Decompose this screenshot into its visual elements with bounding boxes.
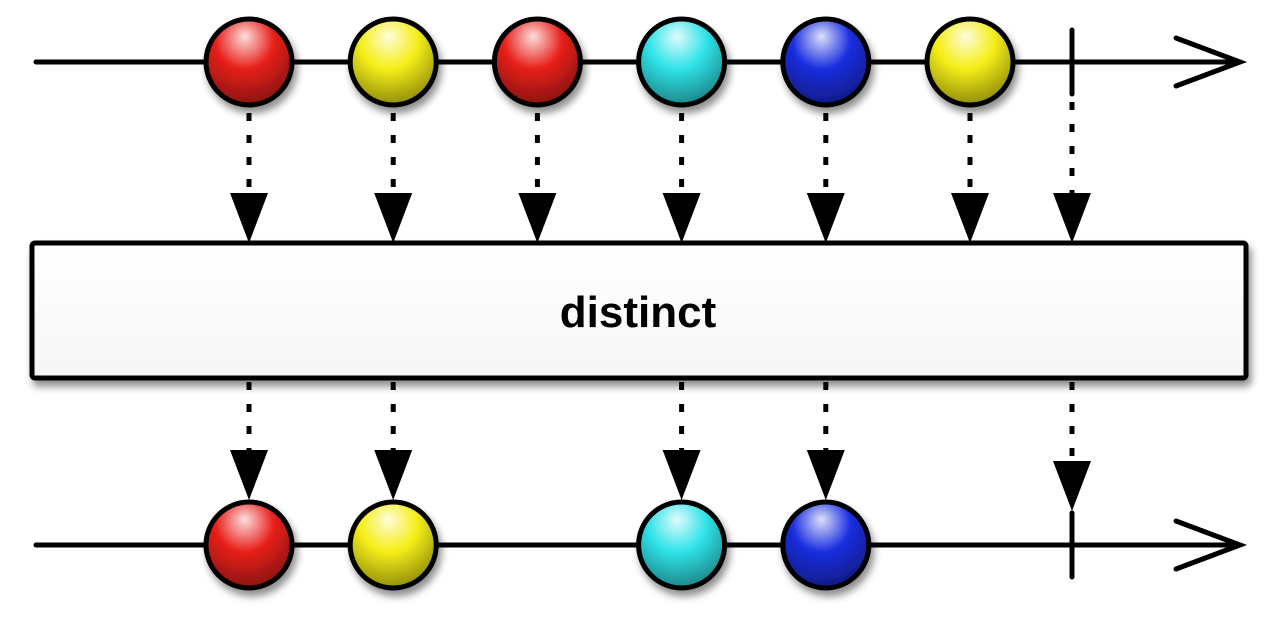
source-marble-yellow bbox=[924, 16, 1016, 108]
source-marble-red bbox=[203, 16, 295, 108]
result-marble-blue bbox=[780, 499, 872, 591]
result-timeline-arrowhead bbox=[1173, 518, 1248, 572]
output-arrow bbox=[806, 382, 845, 500]
source-marble-red bbox=[491, 16, 583, 108]
output-arrow bbox=[662, 382, 701, 500]
result-marble-red bbox=[203, 499, 295, 591]
operator-box: distinct bbox=[29, 240, 1249, 381]
source-marble-cyan bbox=[636, 16, 728, 108]
operator-label: distinct bbox=[560, 288, 717, 337]
source-marbles bbox=[203, 16, 1016, 108]
input-arrow bbox=[806, 113, 845, 243]
input-arrow bbox=[374, 113, 413, 243]
completion-output-arrow bbox=[1053, 382, 1091, 511]
output-arrow bbox=[374, 382, 413, 500]
result-marbles bbox=[203, 499, 872, 591]
result-marble-cyan bbox=[636, 499, 728, 591]
input-arrow bbox=[518, 113, 557, 243]
result-marble-yellow bbox=[347, 499, 439, 591]
source-marble-yellow bbox=[347, 16, 439, 108]
input-arrow bbox=[230, 113, 268, 243]
output-arrow bbox=[230, 382, 268, 500]
input-arrow bbox=[662, 113, 701, 243]
completion-input-arrow bbox=[1053, 102, 1091, 243]
source-timeline-arrowhead bbox=[1173, 35, 1248, 89]
input-arrow bbox=[951, 113, 989, 243]
source-marble-blue bbox=[780, 16, 872, 108]
